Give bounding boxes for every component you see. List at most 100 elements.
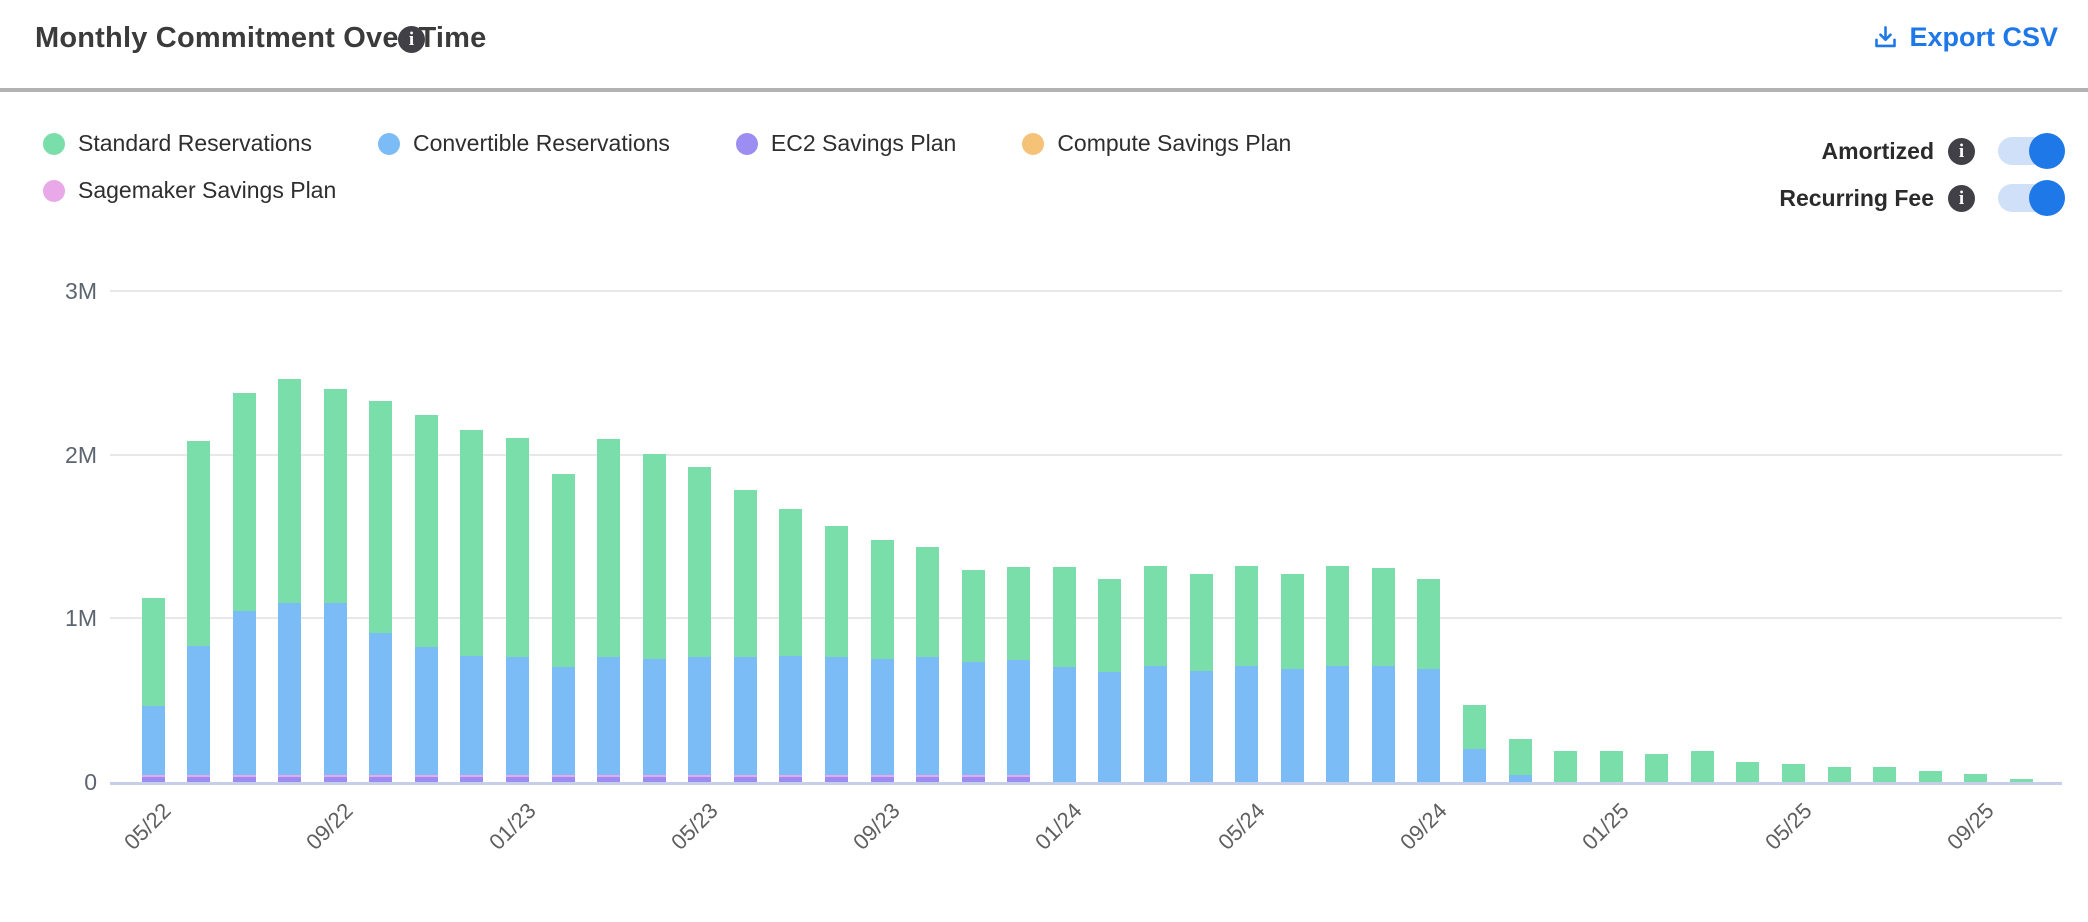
bar-07/22-convertible-reservations[interactable] bbox=[233, 611, 256, 775]
legend-item-sagemaker-savings-plan[interactable]: Sagemaker Savings Plan bbox=[43, 177, 336, 204]
bar-05/22-convertible-reservations[interactable] bbox=[142, 706, 165, 775]
bar-07/25-standard-reservations[interactable] bbox=[1873, 767, 1896, 782]
bar-08/23-sagemaker-savings-plan[interactable] bbox=[825, 775, 848, 777]
bar-04/23-ec2-savings-plan[interactable] bbox=[643, 777, 666, 782]
bar-10/22-sagemaker-savings-plan[interactable] bbox=[369, 775, 392, 777]
bar-01/23-standard-reservations[interactable] bbox=[506, 438, 529, 657]
bar-01/25-standard-reservations[interactable] bbox=[1600, 751, 1623, 782]
bar-09/23-ec2-savings-plan[interactable] bbox=[871, 777, 894, 782]
bar-05/23-sagemaker-savings-plan[interactable] bbox=[688, 775, 711, 777]
bar-06/22-convertible-reservations[interactable] bbox=[187, 646, 210, 775]
bar-07/23-convertible-reservations[interactable] bbox=[779, 656, 802, 775]
bar-03/23-sagemaker-savings-plan[interactable] bbox=[597, 775, 620, 777]
bar-09/23-sagemaker-savings-plan[interactable] bbox=[871, 775, 894, 777]
bar-06/22-sagemaker-savings-plan[interactable] bbox=[187, 775, 210, 777]
bar-08/23-convertible-reservations[interactable] bbox=[825, 657, 848, 775]
bar-04/24-convertible-reservations[interactable] bbox=[1190, 671, 1213, 782]
bar-06/22-ec2-savings-plan[interactable] bbox=[187, 777, 210, 782]
bar-04/23-sagemaker-savings-plan[interactable] bbox=[643, 775, 666, 777]
bar-03/25-standard-reservations[interactable] bbox=[1691, 751, 1714, 782]
bar-05/23-standard-reservations[interactable] bbox=[688, 467, 711, 657]
bar-07/24-standard-reservations[interactable] bbox=[1326, 566, 1349, 666]
bar-10/24-convertible-reservations[interactable] bbox=[1463, 749, 1486, 782]
bar-05/22-ec2-savings-plan[interactable] bbox=[142, 777, 165, 782]
bar-06/23-standard-reservations[interactable] bbox=[734, 490, 757, 657]
bar-03/24-standard-reservations[interactable] bbox=[1144, 566, 1167, 666]
bar-07/23-sagemaker-savings-plan[interactable] bbox=[779, 775, 802, 777]
legend-item-compute-savings-plan[interactable]: Compute Savings Plan bbox=[1022, 130, 1291, 157]
bar-07/23-standard-reservations[interactable] bbox=[779, 509, 802, 656]
legend-item-convertible-reservations[interactable]: Convertible Reservations bbox=[377, 130, 670, 157]
bar-10/22-convertible-reservations[interactable] bbox=[369, 633, 392, 775]
bar-02/23-ec2-savings-plan[interactable] bbox=[552, 777, 575, 782]
bar-10/23-ec2-savings-plan[interactable] bbox=[916, 777, 939, 782]
bar-02/23-convertible-reservations[interactable] bbox=[552, 667, 575, 775]
bar-01/23-convertible-reservations[interactable] bbox=[506, 657, 529, 775]
bar-01/23-ec2-savings-plan[interactable] bbox=[506, 777, 529, 782]
bar-08/22-convertible-reservations[interactable] bbox=[278, 603, 301, 775]
bar-06/23-ec2-savings-plan[interactable] bbox=[734, 777, 757, 782]
bar-11/22-ec2-savings-plan[interactable] bbox=[415, 777, 438, 782]
bar-06/25-standard-reservations[interactable] bbox=[1828, 767, 1851, 782]
bar-08/22-standard-reservations[interactable] bbox=[278, 379, 301, 603]
bar-01/24-standard-reservations[interactable] bbox=[1053, 567, 1076, 667]
bar-08/22-sagemaker-savings-plan[interactable] bbox=[278, 775, 301, 777]
bar-08/25-standard-reservations[interactable] bbox=[1919, 771, 1942, 782]
bar-12/22-ec2-savings-plan[interactable] bbox=[460, 777, 483, 782]
bar-05/23-ec2-savings-plan[interactable] bbox=[688, 777, 711, 782]
bar-07/22-standard-reservations[interactable] bbox=[233, 393, 256, 611]
bar-09/22-standard-reservations[interactable] bbox=[324, 389, 347, 603]
bar-08/23-standard-reservations[interactable] bbox=[825, 526, 848, 657]
bar-09/24-convertible-reservations[interactable] bbox=[1417, 669, 1440, 782]
bar-09/24-standard-reservations[interactable] bbox=[1417, 579, 1440, 669]
bar-06/24-convertible-reservations[interactable] bbox=[1281, 669, 1304, 782]
bar-11/22-convertible-reservations[interactable] bbox=[415, 647, 438, 775]
bar-07/22-sagemaker-savings-plan[interactable] bbox=[233, 775, 256, 777]
recurring-fee-info-icon[interactable]: i bbox=[1948, 184, 1975, 212]
bar-12/23-ec2-savings-plan[interactable] bbox=[1007, 777, 1030, 782]
bar-12/23-sagemaker-savings-plan[interactable] bbox=[1007, 775, 1030, 777]
bar-03/24-convertible-reservations[interactable] bbox=[1144, 666, 1167, 782]
bar-01/23-sagemaker-savings-plan[interactable] bbox=[506, 775, 529, 777]
bar-09/22-ec2-savings-plan[interactable] bbox=[324, 777, 347, 782]
bar-02/23-standard-reservations[interactable] bbox=[552, 474, 575, 667]
bar-07/23-ec2-savings-plan[interactable] bbox=[779, 777, 802, 782]
bar-09/22-sagemaker-savings-plan[interactable] bbox=[324, 775, 347, 777]
bar-10/22-ec2-savings-plan[interactable] bbox=[369, 777, 392, 782]
bar-05/22-standard-reservations[interactable] bbox=[142, 598, 165, 706]
legend-item-ec2-savings-plan[interactable]: EC2 Savings Plan bbox=[735, 130, 956, 157]
amortized-toggle[interactable] bbox=[1998, 133, 2065, 169]
bar-10/22-standard-reservations[interactable] bbox=[369, 401, 392, 633]
bar-12/23-standard-reservations[interactable] bbox=[1007, 567, 1030, 660]
bar-01/24-convertible-reservations[interactable] bbox=[1053, 667, 1076, 782]
bar-04/23-convertible-reservations[interactable] bbox=[643, 659, 666, 775]
bar-06/24-standard-reservations[interactable] bbox=[1281, 574, 1304, 669]
bar-12/22-standard-reservations[interactable] bbox=[460, 430, 483, 656]
export-csv-button[interactable]: Export CSV bbox=[1872, 22, 2058, 53]
amortized-info-icon[interactable]: i bbox=[1948, 137, 1975, 165]
bar-11/24-convertible-reservations[interactable] bbox=[1509, 775, 1532, 782]
bar-08/23-ec2-savings-plan[interactable] bbox=[825, 777, 848, 782]
bar-05/24-standard-reservations[interactable] bbox=[1235, 566, 1258, 666]
bar-11/23-convertible-reservations[interactable] bbox=[962, 662, 985, 775]
bar-10/23-convertible-reservations[interactable] bbox=[916, 657, 939, 775]
bar-11/23-sagemaker-savings-plan[interactable] bbox=[962, 775, 985, 777]
bar-03/23-convertible-reservations[interactable] bbox=[597, 657, 620, 775]
bar-04/25-standard-reservations[interactable] bbox=[1736, 762, 1759, 782]
bar-02/24-standard-reservations[interactable] bbox=[1098, 579, 1121, 672]
bar-11/23-ec2-savings-plan[interactable] bbox=[962, 777, 985, 782]
bar-06/23-convertible-reservations[interactable] bbox=[734, 657, 757, 775]
bar-03/23-standard-reservations[interactable] bbox=[597, 439, 620, 657]
bar-11/22-sagemaker-savings-plan[interactable] bbox=[415, 775, 438, 777]
bar-12/22-sagemaker-savings-plan[interactable] bbox=[460, 775, 483, 777]
bar-09/22-convertible-reservations[interactable] bbox=[324, 603, 347, 775]
bar-05/25-standard-reservations[interactable] bbox=[1782, 764, 1805, 782]
bar-09/23-standard-reservations[interactable] bbox=[871, 540, 894, 659]
bar-05/24-convertible-reservations[interactable] bbox=[1235, 666, 1258, 782]
bar-06/23-sagemaker-savings-plan[interactable] bbox=[734, 775, 757, 777]
bar-08/24-convertible-reservations[interactable] bbox=[1372, 666, 1395, 782]
bar-05/23-convertible-reservations[interactable] bbox=[688, 657, 711, 775]
bar-11/23-standard-reservations[interactable] bbox=[962, 570, 985, 662]
bar-02/23-sagemaker-savings-plan[interactable] bbox=[552, 775, 575, 777]
bar-04/23-standard-reservations[interactable] bbox=[643, 454, 666, 659]
